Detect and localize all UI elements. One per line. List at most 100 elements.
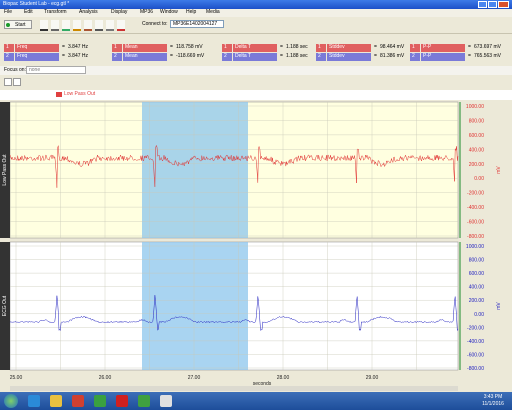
function-select[interactable]: Delta T [233,53,277,61]
function-select[interactable]: Delta T [233,44,277,52]
y-tick-label: 800.00 [469,258,485,264]
y-tick-label: -600.00 [467,352,484,358]
x-tick-label: 27.00 [188,375,201,381]
channel-header: Low Pass Out [0,90,512,100]
taskbar-icon[interactable] [116,395,128,407]
menu-item[interactable]: Analysis [79,9,98,15]
y-tick-label: 600.00 [469,271,485,277]
y-tick-label: 1000.00 [466,104,484,110]
function-select[interactable]: Stddev [327,44,371,52]
y-tick-label: -200.00 [467,325,484,331]
maximize-button[interactable] [488,1,497,8]
y-tick-label: 400.00 [469,285,485,291]
measurement-value: 765.563 mV [474,53,501,59]
taskbar-icon[interactable] [72,395,84,407]
tool-button[interactable] [13,78,21,86]
channel-select[interactable]: 1 [410,44,420,52]
tool-icon[interactable] [40,20,48,31]
channel-select[interactable]: 2 [222,53,232,61]
channel-select[interactable]: 1 [4,44,14,52]
tool-icons [40,20,140,31]
equals-sign: = [468,44,471,50]
taskbar-icon[interactable] [94,395,106,407]
start-orb[interactable] [4,394,18,408]
function-select[interactable]: Mean [123,44,167,52]
y-tick-label: 600.00 [469,133,485,139]
taskbar-icon[interactable] [28,395,40,407]
taskbar: 3:43 PM 11/1/2016 [0,392,512,410]
scrollbar [10,386,458,391]
menu-item[interactable]: Window [160,9,178,15]
secondary-toolbar [0,34,512,43]
y-tick-label: -600.00 [467,220,484,226]
function-select[interactable]: Stddev [327,53,371,61]
menu-item[interactable]: Display [111,9,128,15]
function-select[interactable]: Freq [15,53,59,61]
equals-sign: = [374,44,377,50]
function-select[interactable]: Mean [123,53,167,61]
channel-select[interactable]: 2 [4,53,14,61]
channel-select[interactable]: 1 [222,44,232,52]
start-button[interactable]: Start [4,20,32,29]
channel-header-label: Low Pass Out [64,91,96,97]
y-tick-label: 1000.00 [466,244,484,250]
graph-toolbar [0,76,512,88]
minimize-button[interactable] [478,1,487,8]
menu-item[interactable]: Edit [24,9,33,15]
function-select[interactable]: P-P [421,53,465,61]
menu-item[interactable]: Media [206,9,220,15]
taskbar-icons [28,395,188,407]
window-title: Biopac Student Lab - ecg.gtl * [3,1,70,7]
function-select[interactable]: P-P [421,44,465,52]
waveform [9,144,459,188]
menu-item[interactable]: Help [186,9,197,15]
equals-sign: = [280,53,283,59]
channel-name: Low Pass Out [2,154,8,186]
tool-icon[interactable] [117,20,125,31]
close-button[interactable] [498,1,509,8]
menu-item[interactable]: File [4,9,13,15]
channel-select[interactable]: 2 [316,53,326,61]
channel-name: ECG Out [2,295,8,316]
channel-select[interactable]: 2 [410,53,420,61]
clock-date: 11/1/2016 [482,401,504,407]
taskbar-icon[interactable] [50,395,62,407]
tool-icon[interactable] [106,20,114,31]
taskbar-icon[interactable] [138,395,150,407]
focus-value[interactable]: none [26,66,86,74]
menu-bar: File Edit Transform Analysis Display MP36 Wind… [0,9,512,17]
toolbar: Start Connect to: MP36E1402004127 [0,17,512,34]
menu-item[interactable]: MP36 [140,9,154,15]
equals-sign: = [468,53,471,59]
measurement-value: 673.697 mV [474,44,501,50]
y-tick-label: -800.00 [467,234,484,240]
tool-icon[interactable] [84,20,92,31]
taskbar-icon[interactable] [160,395,172,407]
channel-select[interactable]: 2 [112,53,122,61]
measurement-value: 81.386 mV [380,53,405,59]
device-dropdown[interactable]: MP36E1402004127 [170,20,224,28]
channel-select[interactable]: 1 [316,44,326,52]
tool-button[interactable] [4,78,12,86]
y-tick-label: -400.00 [467,339,484,345]
title-bar: Biopac Student Lab - ecg.gtl * [0,0,512,9]
channel-label-strip [0,242,10,370]
y-tick-label: 200.00 [469,298,485,304]
x-axis-label: seconds [253,381,272,387]
measurement-value: 3.847 Hz [68,53,89,59]
measurement-value: 98.464 mV [380,44,405,50]
tool-icon[interactable] [51,20,59,31]
equals-sign: = [62,44,65,50]
measurement-value: 1.188 sec [286,53,308,59]
menu-item[interactable]: Transform [44,9,67,15]
tool-icon[interactable] [73,20,81,31]
channel-select[interactable]: 1 [112,44,122,52]
tool-icon[interactable] [95,20,103,31]
x-tick-label: 26.00 [99,375,112,381]
measurement-value: 3.847 Hz [68,44,89,50]
equals-sign: = [170,53,173,59]
equals-sign: = [170,44,173,50]
function-select[interactable]: Freq [15,44,59,52]
tool-icon[interactable] [62,20,70,31]
